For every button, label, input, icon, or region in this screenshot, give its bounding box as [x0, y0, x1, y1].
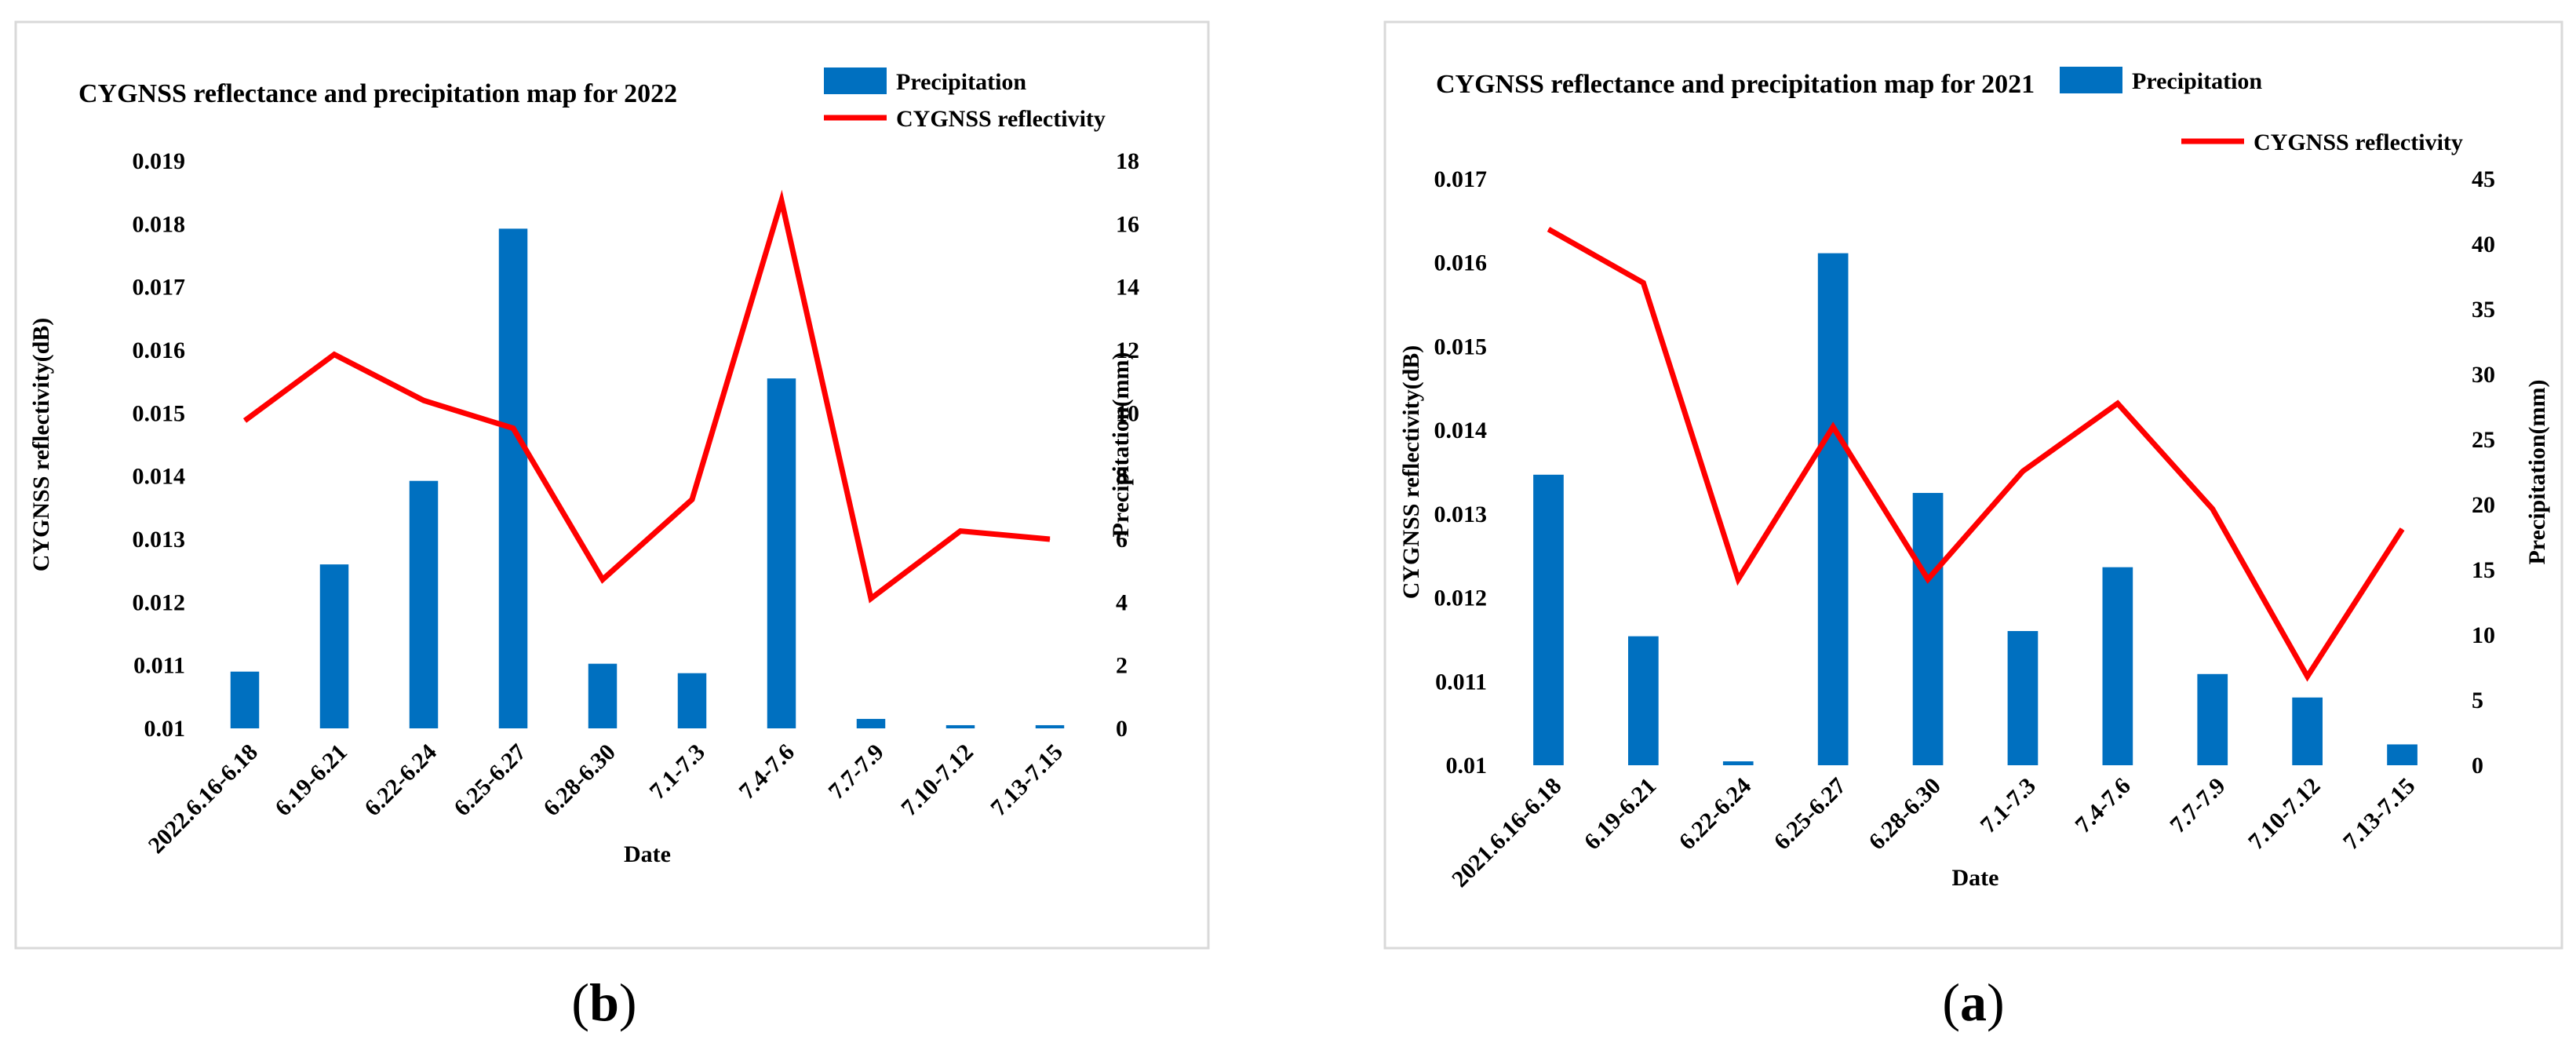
right-axis-tick-label: 0 — [2472, 753, 2483, 779]
precipitation-bar — [2292, 697, 2323, 765]
right-axis-label: Precipitation(mm) — [2524, 379, 2550, 564]
right-axis-tick-label: 40 — [2472, 232, 2495, 257]
left-axis-tick-label: 0.012 — [133, 589, 186, 615]
right-axis-tick-label: 8 — [1116, 464, 1128, 490]
reflectivity-point — [244, 420, 246, 421]
legend-precipitation-swatch — [824, 67, 887, 94]
right-axis-tick-label: 20 — [2472, 492, 2495, 518]
left-axis-tick-label: 0.015 — [133, 400, 186, 426]
left-axis-tick-label: 0.016 — [133, 337, 186, 363]
precipitation-bar — [1722, 761, 1754, 765]
reflectivity-point — [1832, 426, 1834, 428]
left-axis-tick-label: 0.019 — [133, 148, 186, 174]
right-axis-tick-label: 10 — [1116, 400, 1139, 426]
right-axis-tick-label: 4 — [1116, 589, 1128, 615]
reflectivity-point — [1547, 228, 1549, 230]
precipitation-bar — [767, 378, 796, 728]
reflectivity-line — [242, 189, 1051, 604]
precipitation-bar — [588, 663, 618, 728]
right-axis-label: Precipitation(mm) — [1108, 352, 1134, 537]
legend-reflectivity-label: CYGNSS reflectivity — [2254, 130, 2463, 155]
right-axis-tick-label: 18 — [1116, 148, 1139, 174]
chart-panel-b: CYGNSS reflectance and precipitation map… — [14, 20, 1210, 1032]
left-axis-tick-label: 0.011 — [133, 653, 185, 679]
left-axis-tick-label: 0.015 — [1434, 334, 1488, 359]
right-axis-tick-label: 12 — [1116, 337, 1139, 363]
reflectivity-point — [1049, 538, 1051, 540]
precipitation-bar — [2197, 673, 2228, 765]
precipitation-bar — [1817, 253, 1849, 765]
precipitation-bar — [1628, 636, 1659, 765]
precipitation-bar — [946, 724, 975, 728]
legend-precipitation-label: Precipitation — [896, 69, 1026, 95]
left-axis-tick-label: 0.017 — [1434, 166, 1488, 192]
legend-reflectivity-label: CYGNSS reflectivity — [896, 106, 1106, 132]
x-axis-label: Date — [1952, 865, 1999, 891]
left-axis-label: CYGNSS reflectivity(dB) — [28, 318, 54, 572]
chart-title: CYGNSS reflectance and precipitation map… — [78, 79, 677, 108]
precipitation-bar — [677, 673, 707, 728]
reflectivity-point — [691, 498, 693, 500]
chart-panel-a: CYGNSS reflectance and precipitation map… — [1383, 20, 2563, 1032]
right-axis-tick-label: 0 — [1116, 716, 1128, 742]
precipitation-bar — [319, 564, 349, 728]
right-axis-tick-label: 6 — [1116, 527, 1128, 553]
right-axis-tick-label: 15 — [2472, 557, 2495, 583]
right-axis-tick-label: 16 — [1116, 211, 1139, 237]
precipitation-bar — [1912, 493, 1944, 765]
precipitation-bar — [1035, 724, 1065, 728]
precipitation-bar — [856, 718, 886, 728]
left-axis-tick-label: 0.013 — [1434, 502, 1488, 527]
precipitation-bar — [498, 228, 528, 728]
left-axis-tick-label: 0.01 — [1446, 753, 1488, 779]
left-axis-tick-label: 0.011 — [1435, 669, 1487, 695]
left-axis-tick-label: 0.014 — [1434, 418, 1488, 443]
precipitation-bar — [1533, 474, 1564, 765]
right-axis-tick-label: 35 — [2472, 297, 2495, 323]
reflectivity-point — [870, 598, 872, 600]
left-axis-label: CYGNSS reflectivity(dB) — [1398, 345, 1424, 600]
precipitation-bar — [2102, 567, 2133, 765]
right-axis-tick-label: 10 — [2472, 622, 2495, 648]
left-axis-tick-label: 0.012 — [1434, 586, 1488, 611]
panel-caption: (a) — [1942, 972, 2004, 1032]
right-axis-tick-label: 2 — [1116, 653, 1128, 679]
legend-precipitation-label: Precipitation — [2132, 68, 2262, 94]
right-axis-tick-label: 45 — [2472, 166, 2495, 192]
chart-frame — [14, 20, 1210, 950]
panel-caption-letter: a — [1960, 972, 1987, 1032]
left-axis-tick-label: 0.014 — [133, 464, 186, 490]
right-axis-tick-label: 25 — [2472, 427, 2495, 453]
reflectivity-point — [1927, 578, 1929, 580]
reflectivity-point — [2307, 676, 2308, 677]
panel-caption-letter: b — [589, 972, 619, 1032]
chart-title: CYGNSS reflectance and precipitation map… — [1436, 70, 2035, 99]
x-axis-label: Date — [624, 841, 671, 867]
reflectivity-point — [2022, 470, 2024, 472]
left-axis-tick-label: 0.013 — [133, 527, 186, 553]
precipitation-bar — [230, 671, 260, 728]
precipitation-bar — [2007, 631, 2039, 765]
chart-frame — [1383, 20, 2563, 950]
left-axis-tick-label: 0.017 — [133, 275, 186, 301]
reflectivity-point — [512, 428, 514, 429]
right-axis-tick-label: 14 — [1116, 275, 1139, 301]
reflectivity-line — [1547, 226, 2405, 682]
left-axis-tick-label: 0.018 — [133, 211, 186, 237]
precipitation-bar — [2387, 744, 2418, 765]
reflectivity-point — [2402, 528, 2403, 530]
left-axis-tick-label: 0.016 — [1434, 250, 1488, 276]
right-axis-tick-label: 5 — [2472, 688, 2483, 713]
panel-caption: (b) — [571, 972, 636, 1032]
reflectivity-point — [1737, 578, 1739, 580]
legend-precipitation-swatch — [2060, 67, 2122, 93]
left-axis-tick-label: 0.01 — [144, 716, 186, 742]
right-axis-tick-label: 30 — [2472, 362, 2495, 388]
reflectivity-point — [333, 354, 335, 356]
precipitation-bar — [409, 480, 439, 728]
